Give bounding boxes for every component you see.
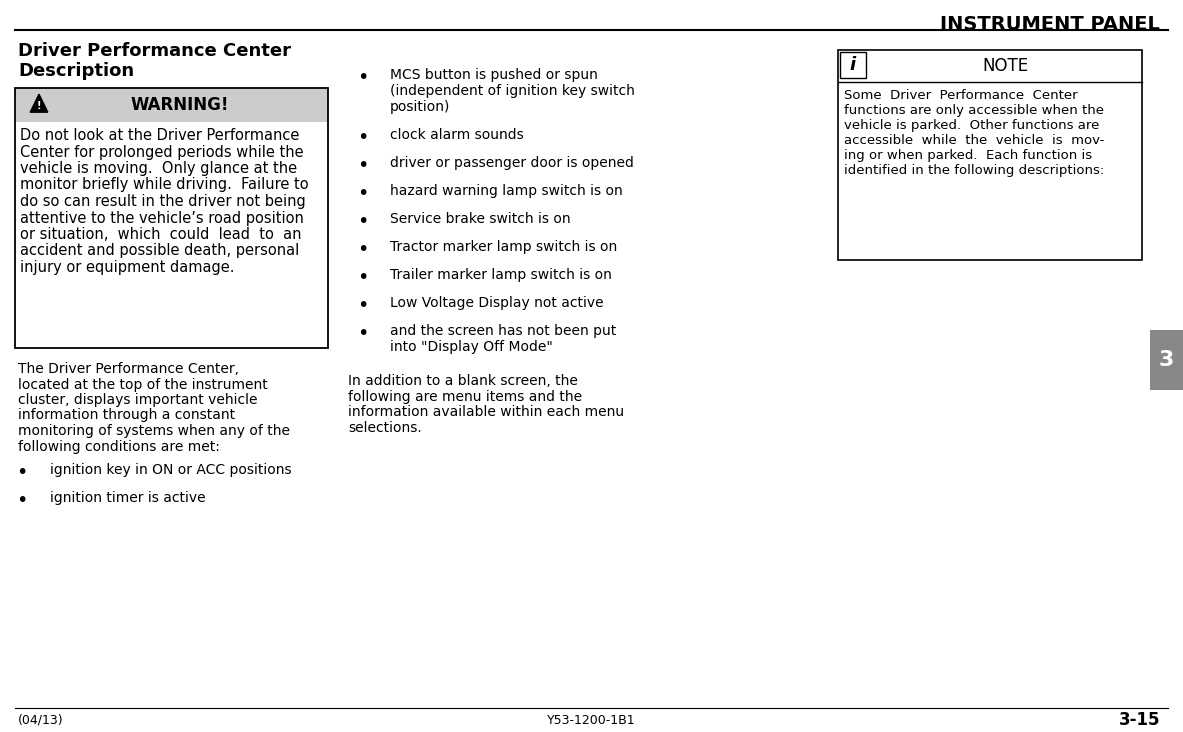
Text: •: • xyxy=(17,491,27,510)
Text: Description: Description xyxy=(18,62,134,80)
Text: ignition timer is active: ignition timer is active xyxy=(50,491,206,505)
Text: •: • xyxy=(357,324,369,343)
Text: information through a constant: information through a constant xyxy=(18,408,235,422)
Text: identified in the following descriptions:: identified in the following descriptions… xyxy=(843,164,1104,177)
Text: In addition to a blank screen, the: In addition to a blank screen, the xyxy=(348,374,577,388)
Text: •: • xyxy=(357,240,369,259)
Text: hazard warning lamp switch is on: hazard warning lamp switch is on xyxy=(390,184,622,198)
Text: (04/13): (04/13) xyxy=(18,714,64,726)
Text: selections.: selections. xyxy=(348,420,422,435)
Text: driver or passenger door is opened: driver or passenger door is opened xyxy=(390,156,634,170)
Bar xyxy=(840,52,866,78)
Bar xyxy=(1150,330,1183,390)
Text: monitor briefly while driving.  Failure to: monitor briefly while driving. Failure t… xyxy=(20,177,309,193)
Text: The Driver Performance Center,: The Driver Performance Center, xyxy=(18,362,239,376)
Text: •: • xyxy=(357,268,369,287)
Text: ignition key in ON or ACC positions: ignition key in ON or ACC positions xyxy=(50,463,292,477)
Text: (independent of ignition key switch: (independent of ignition key switch xyxy=(390,84,635,98)
Text: do so can result in the driver not being: do so can result in the driver not being xyxy=(20,194,305,209)
Text: Tractor marker lamp switch is on: Tractor marker lamp switch is on xyxy=(390,240,618,254)
Text: •: • xyxy=(17,463,27,482)
Text: •: • xyxy=(357,156,369,175)
Bar xyxy=(15,122,328,348)
Text: •: • xyxy=(357,212,369,231)
Text: Y53-1200-1B1: Y53-1200-1B1 xyxy=(547,714,635,726)
Bar xyxy=(15,88,328,122)
Text: clock alarm sounds: clock alarm sounds xyxy=(390,128,524,142)
Text: vehicle is moving.  Only glance at the: vehicle is moving. Only glance at the xyxy=(20,161,297,176)
Text: position): position) xyxy=(390,100,451,114)
Text: and the screen has not been put: and the screen has not been put xyxy=(390,324,616,338)
Text: accident and possible death, personal: accident and possible death, personal xyxy=(20,244,299,258)
Text: into "Display Off Mode": into "Display Off Mode" xyxy=(390,340,552,354)
Text: INSTRUMENT PANEL: INSTRUMENT PANEL xyxy=(940,15,1161,34)
Text: WARNING!: WARNING! xyxy=(130,96,228,114)
Text: i: i xyxy=(849,56,856,74)
Text: attentive to the vehicle’s road position: attentive to the vehicle’s road position xyxy=(20,211,304,225)
Text: following are menu items and the: following are menu items and the xyxy=(348,389,582,403)
Text: accessible  while  the  vehicle  is  mov-: accessible while the vehicle is mov- xyxy=(843,134,1105,147)
Text: following conditions are met:: following conditions are met: xyxy=(18,439,220,454)
Text: functions are only accessible when the: functions are only accessible when the xyxy=(843,104,1104,117)
Text: •: • xyxy=(357,296,369,315)
Text: MCS button is pushed or spun: MCS button is pushed or spun xyxy=(390,68,597,82)
Text: Trailer marker lamp switch is on: Trailer marker lamp switch is on xyxy=(390,268,612,282)
Text: Driver Performance Center: Driver Performance Center xyxy=(18,42,291,60)
Text: information available within each menu: information available within each menu xyxy=(348,405,625,419)
Text: 3-15: 3-15 xyxy=(1118,711,1161,729)
Text: injury or equipment damage.: injury or equipment damage. xyxy=(20,260,234,275)
Bar xyxy=(15,88,328,348)
Text: •: • xyxy=(357,184,369,203)
Text: 3: 3 xyxy=(1159,350,1175,370)
Text: Some  Driver  Performance  Center: Some Driver Performance Center xyxy=(843,89,1078,102)
Text: Do not look at the Driver Performance: Do not look at the Driver Performance xyxy=(20,128,299,143)
Text: ing or when parked.  Each function is: ing or when parked. Each function is xyxy=(843,149,1092,162)
Text: or situation,  which  could  lead  to  an: or situation, which could lead to an xyxy=(20,227,302,242)
Text: cluster, displays important vehicle: cluster, displays important vehicle xyxy=(18,393,258,407)
Text: Center for prolonged periods while the: Center for prolonged periods while the xyxy=(20,144,304,160)
Text: located at the top of the instrument: located at the top of the instrument xyxy=(18,378,267,392)
Text: •: • xyxy=(357,128,369,147)
Text: •: • xyxy=(357,68,369,87)
Text: monitoring of systems when any of the: monitoring of systems when any of the xyxy=(18,424,290,438)
Bar xyxy=(838,50,1142,260)
Polygon shape xyxy=(31,94,47,112)
Text: NOTE: NOTE xyxy=(982,57,1028,75)
Text: Low Voltage Display not active: Low Voltage Display not active xyxy=(390,296,603,310)
Text: !: ! xyxy=(37,101,41,111)
Text: vehicle is parked.  Other functions are: vehicle is parked. Other functions are xyxy=(843,119,1099,132)
Text: Service brake switch is on: Service brake switch is on xyxy=(390,212,570,226)
